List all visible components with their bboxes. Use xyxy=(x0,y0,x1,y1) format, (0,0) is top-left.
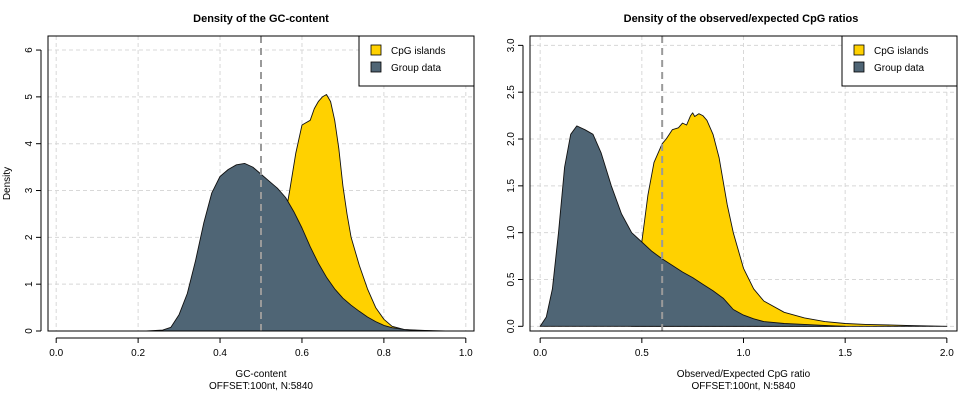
y-tick-label: 2 xyxy=(24,234,35,240)
x-axis-sublabel: OFFSET:100nt, N:5840 xyxy=(692,381,796,392)
chart-title: Density of the observed/expected CpG rat… xyxy=(624,13,859,25)
legend-label: CpG islands xyxy=(391,46,445,57)
y-tick-label: 2.0 xyxy=(506,132,517,146)
legend-swatch xyxy=(853,44,865,56)
x-tick-label: 0.8 xyxy=(377,348,391,359)
x-tick-label: 1.5 xyxy=(838,348,852,359)
x-tick-label: 1.0 xyxy=(459,348,473,359)
legend-box xyxy=(358,35,475,87)
x-axis-label: Observed/Expected CpG ratio xyxy=(677,369,811,380)
x-tick-label: 0.6 xyxy=(295,348,309,359)
y-tick-label: 2.5 xyxy=(506,85,517,99)
x-tick-label: 0.2 xyxy=(131,348,145,359)
y-tick-label: 6 xyxy=(24,47,35,53)
density-area-cpg-islands xyxy=(631,112,948,327)
gc-content-plot: Density of the GC-content 0.0 0.2 0.4 0.6 0.8… xyxy=(2,13,475,392)
legend-label: Group data xyxy=(874,63,924,74)
y-tick-label: 5 xyxy=(24,94,35,100)
legend-box xyxy=(841,35,958,87)
y-tick-label: 0.5 xyxy=(506,272,517,286)
x-tick-label: 1.0 xyxy=(737,348,751,359)
x-axis-label: GC-content xyxy=(235,369,286,380)
legend-label: Group data xyxy=(391,63,441,74)
legend-swatch xyxy=(370,61,382,73)
legend-label: CpG islands xyxy=(874,46,928,57)
x-tick-label: 0.5 xyxy=(635,348,649,359)
x-axis-sublabel: OFFSET:100nt, N:5840 xyxy=(209,381,313,392)
y-tick-label: 1.5 xyxy=(506,178,517,192)
density-area-group-data xyxy=(145,162,446,332)
legend-swatch xyxy=(370,44,382,56)
cpg-ratio-plot: Density of the observed/expected CpG rat… xyxy=(506,13,958,392)
chart-title: Density of the GC-content xyxy=(193,13,329,25)
plot-frame xyxy=(47,35,475,332)
x-tick-label: 0.0 xyxy=(49,348,63,359)
legend-swatch xyxy=(853,61,865,73)
legend: CpG islands Group data xyxy=(358,35,475,87)
plot-frame xyxy=(529,35,958,332)
x-tick-label: 0.0 xyxy=(533,348,547,359)
y-axis-label: Density xyxy=(2,167,13,200)
y-tick-label: 1.0 xyxy=(506,225,517,239)
x-tick-label: 0.4 xyxy=(213,348,227,359)
y-tick-label: 3 xyxy=(24,187,35,193)
y-tick-label: 0 xyxy=(24,328,35,334)
y-tick-label: 1 xyxy=(24,281,35,287)
y-tick-label: 0.0 xyxy=(506,319,517,333)
y-tick-label: 4 xyxy=(24,140,35,146)
x-tick-label: 2.0 xyxy=(940,348,954,359)
legend: CpG islands Group data xyxy=(841,35,958,87)
y-tick-label: 3.0 xyxy=(506,38,517,52)
